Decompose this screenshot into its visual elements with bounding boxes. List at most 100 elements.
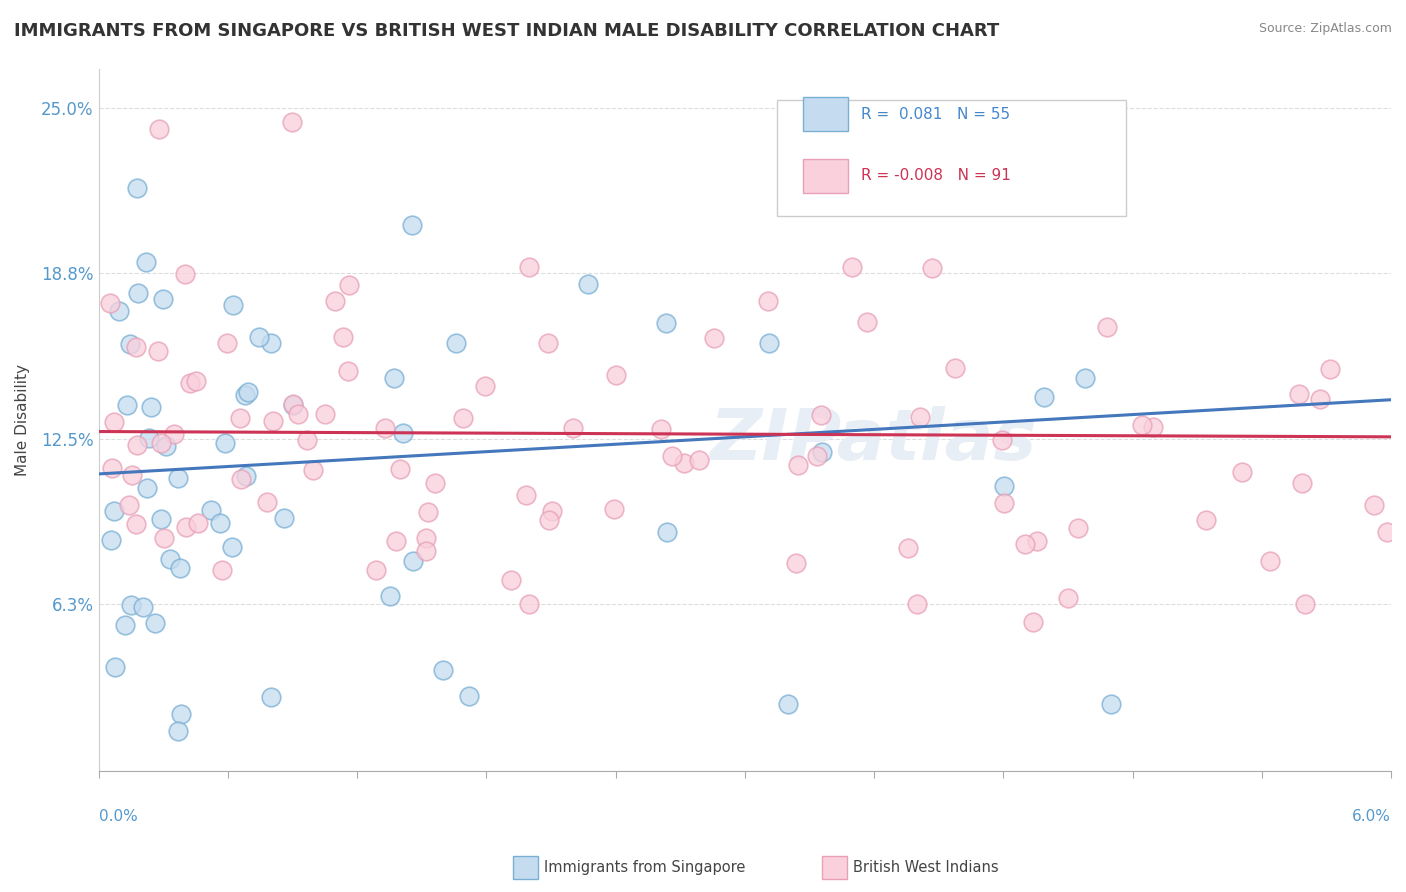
Point bbox=[260, 690, 283, 704]
Point bbox=[115, 398, 138, 412]
Point bbox=[536, 336, 558, 351]
Point bbox=[256, 495, 278, 509]
Point bbox=[98, 296, 121, 310]
Bar bbox=[803, 97, 848, 131]
Point bbox=[149, 435, 172, 450]
Point bbox=[540, 504, 562, 518]
Point bbox=[125, 340, 148, 354]
Point bbox=[388, 462, 411, 476]
Point bbox=[1022, 615, 1045, 629]
Point bbox=[810, 408, 832, 422]
Point bbox=[104, 660, 127, 674]
Point bbox=[337, 364, 360, 378]
Point bbox=[423, 475, 446, 490]
Point bbox=[148, 122, 170, 136]
Point bbox=[167, 471, 190, 485]
Y-axis label: Male Disability: Male Disability bbox=[15, 364, 30, 475]
Point bbox=[281, 398, 304, 412]
Text: R = -0.008   N = 91: R = -0.008 N = 91 bbox=[860, 169, 1011, 184]
Point bbox=[650, 422, 672, 436]
Text: British West Indians: British West Indians bbox=[853, 861, 998, 875]
Point bbox=[785, 556, 807, 570]
Point bbox=[135, 255, 157, 269]
Point bbox=[297, 433, 319, 447]
FancyBboxPatch shape bbox=[778, 100, 1126, 216]
Point bbox=[314, 407, 336, 421]
Point bbox=[339, 277, 361, 292]
Point bbox=[661, 450, 683, 464]
Point bbox=[499, 573, 522, 587]
Point bbox=[432, 663, 454, 677]
Point bbox=[108, 304, 131, 318]
Point bbox=[1074, 370, 1097, 384]
Point bbox=[1294, 597, 1316, 611]
Point bbox=[325, 294, 347, 309]
Point bbox=[993, 479, 1015, 493]
Point bbox=[1033, 390, 1056, 404]
Point bbox=[155, 439, 177, 453]
Point bbox=[139, 400, 162, 414]
Point bbox=[174, 519, 197, 533]
Point bbox=[138, 431, 160, 445]
Point bbox=[127, 285, 149, 300]
Point bbox=[159, 552, 181, 566]
Point bbox=[703, 331, 725, 345]
Point bbox=[127, 180, 149, 194]
Point bbox=[287, 408, 309, 422]
Point bbox=[273, 511, 295, 525]
Point bbox=[1376, 525, 1399, 540]
Point bbox=[120, 599, 142, 613]
Point bbox=[103, 503, 125, 517]
Point bbox=[657, 524, 679, 539]
Point bbox=[184, 374, 207, 388]
Point bbox=[401, 218, 423, 232]
Point bbox=[811, 445, 834, 459]
Point bbox=[1142, 419, 1164, 434]
Point bbox=[415, 531, 437, 545]
Point bbox=[118, 336, 141, 351]
Point bbox=[235, 468, 257, 483]
Point bbox=[672, 456, 695, 470]
Point bbox=[136, 482, 159, 496]
Point bbox=[100, 533, 122, 547]
Point bbox=[1132, 418, 1154, 433]
Point bbox=[515, 488, 537, 502]
Point bbox=[378, 589, 401, 603]
Point bbox=[562, 421, 585, 435]
Point bbox=[146, 343, 169, 358]
Point bbox=[247, 330, 270, 344]
Point bbox=[103, 415, 125, 429]
Point bbox=[991, 433, 1014, 447]
Point bbox=[214, 436, 236, 450]
Point bbox=[118, 498, 141, 512]
Point bbox=[283, 397, 305, 411]
Text: IMMIGRANTS FROM SINGAPORE VS BRITISH WEST INDIAN MALE DISABILITY CORRELATION CHA: IMMIGRANTS FROM SINGAPORE VS BRITISH WES… bbox=[14, 22, 1000, 40]
Point bbox=[921, 260, 943, 275]
Point bbox=[152, 292, 174, 306]
Point bbox=[453, 411, 475, 425]
Text: R =  0.081   N = 55: R = 0.081 N = 55 bbox=[860, 107, 1011, 121]
Point bbox=[121, 468, 143, 483]
Point bbox=[229, 472, 252, 486]
Point bbox=[1195, 513, 1218, 527]
Point bbox=[364, 563, 387, 577]
Point bbox=[302, 463, 325, 477]
Point bbox=[416, 504, 439, 518]
Point bbox=[281, 114, 304, 128]
Point bbox=[384, 534, 406, 549]
Point bbox=[603, 502, 626, 516]
Point bbox=[1309, 392, 1331, 407]
Point bbox=[1025, 533, 1047, 548]
Point bbox=[114, 618, 136, 632]
Point bbox=[170, 706, 193, 721]
Point bbox=[1258, 554, 1281, 568]
Point bbox=[233, 388, 256, 402]
Point bbox=[1014, 537, 1036, 551]
Point bbox=[262, 415, 284, 429]
Point bbox=[132, 599, 155, 614]
Text: 0.0%: 0.0% bbox=[98, 809, 138, 824]
Bar bbox=[803, 159, 848, 193]
Point bbox=[143, 616, 166, 631]
Point bbox=[229, 411, 252, 425]
Point bbox=[605, 368, 627, 382]
